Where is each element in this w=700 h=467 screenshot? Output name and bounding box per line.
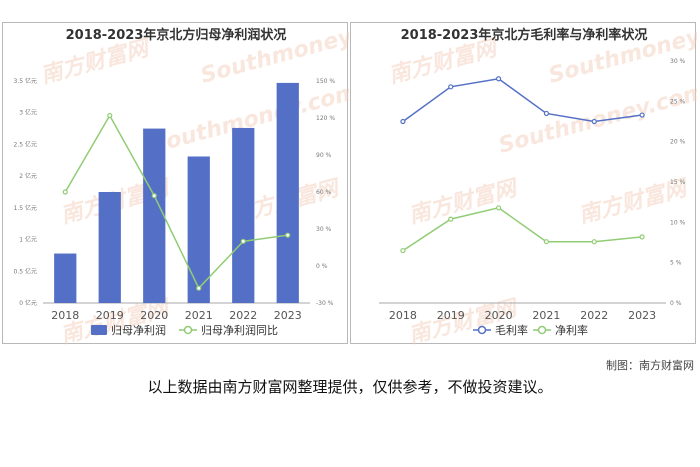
bar-2023 bbox=[276, 82, 299, 303]
x-tick-label: 2018 bbox=[389, 309, 417, 322]
series-line-0 bbox=[402, 77, 643, 123]
y-left-tick-label: 3.5 亿元 bbox=[14, 77, 37, 85]
net-profit-chart-panel: 南方财富网Southmoney.com南方财富网南方财富网Southmoney.… bbox=[2, 22, 349, 345]
y-left-tick-label: 2.5 亿元 bbox=[14, 140, 37, 148]
x-tick-label: 2021 bbox=[532, 309, 560, 322]
bar-2018 bbox=[54, 253, 77, 303]
y-right-tick-label: 120 % bbox=[316, 115, 335, 122]
series-0-point-2018 bbox=[400, 118, 406, 125]
x-tick-label: 2019 bbox=[96, 309, 124, 322]
y-right-tick-label: 10 % bbox=[670, 219, 686, 226]
margin-chart-panel: 南方财富网 Southmoney.com 南方财富网 南方财富网 Southmoney.… bbox=[350, 22, 697, 345]
x-tick-label: 2023 bbox=[274, 309, 302, 322]
bar-2022 bbox=[232, 127, 255, 304]
disclaimer-text: 以上数据由南方财富网整理提供，仅供参考，不做投资建议。 bbox=[147, 378, 553, 396]
watermark-text: Southmoney.com bbox=[496, 79, 697, 158]
x-tick-label: 2022 bbox=[229, 309, 257, 322]
series-1-point-2019 bbox=[448, 216, 454, 222]
y-right-tick-label: 0 % bbox=[316, 263, 328, 270]
series-1-point-2022 bbox=[591, 239, 597, 245]
series-1-point-2021 bbox=[543, 239, 550, 245]
series-0-point-2022 bbox=[591, 118, 597, 125]
watermark-text: 南方财富网 bbox=[406, 174, 522, 228]
legend-marker-0 bbox=[477, 325, 487, 335]
y-right-tick-label: 90 % bbox=[316, 152, 332, 159]
x-tick-label: 2020 bbox=[140, 309, 168, 322]
chart-credit: 制图：南方财富网 bbox=[606, 359, 694, 372]
series-0-point-2023 bbox=[639, 112, 645, 118]
x-tick-label: 2022 bbox=[580, 309, 608, 322]
legend-line-label: 归母净利润同比 bbox=[201, 323, 278, 337]
y-left-tick-label: 1.5 亿元 bbox=[14, 204, 37, 212]
series-0-point-2019 bbox=[448, 84, 454, 90]
growth-point-2018 bbox=[62, 189, 68, 195]
y-left-tick-label: 0.5 亿元 bbox=[14, 267, 37, 275]
y-left-tick-label: 2 亿元 bbox=[19, 172, 37, 180]
y-right-tick-label: 0 % bbox=[670, 300, 682, 307]
legend-bar-label: 归母净利润 bbox=[111, 323, 166, 337]
net-profit-chart: 南方财富网Southmoney.com南方财富网南方财富网Southmoney.… bbox=[14, 23, 349, 345]
growth-point-2023 bbox=[285, 232, 291, 238]
x-tick-label: 2019 bbox=[437, 309, 465, 322]
growth-point-2021 bbox=[196, 285, 202, 291]
series-1-point-2018 bbox=[400, 247, 406, 254]
legend-bar-swatch bbox=[91, 325, 107, 335]
series-0-point-2021 bbox=[543, 110, 550, 117]
bar-2021 bbox=[187, 156, 210, 303]
legend-label-1: 净利率 bbox=[555, 323, 588, 337]
series-0-point-2020 bbox=[495, 76, 502, 82]
growth-point-2022 bbox=[240, 238, 246, 244]
legend-label-0: 毛利率 bbox=[495, 323, 528, 337]
bar-2019 bbox=[98, 192, 121, 303]
chart-title: 2018-2023年京北方毛利率与净利率状况 bbox=[401, 27, 648, 43]
growth-point-2019 bbox=[107, 112, 113, 119]
y-right-tick-label: 150 % bbox=[316, 78, 335, 85]
x-tick-label: 2023 bbox=[628, 309, 656, 322]
bar-2020 bbox=[143, 128, 166, 303]
y-right-tick-label: 30 % bbox=[670, 58, 686, 65]
series-line-1 bbox=[402, 207, 643, 252]
series-1-point-2020 bbox=[495, 205, 502, 211]
chart-title: 2018-2023年京北方归母净利润状况 bbox=[66, 27, 287, 43]
x-tick-label: 2018 bbox=[51, 309, 79, 322]
legend-marker-1 bbox=[537, 325, 547, 335]
y-right-tick-label: 60 % bbox=[316, 189, 332, 196]
y-right-tick-label: 20 % bbox=[670, 139, 686, 146]
y-right-tick-label: 30 % bbox=[316, 226, 332, 233]
y-right-tick-label: 5 % bbox=[670, 260, 682, 267]
growth-point-2020 bbox=[151, 193, 157, 199]
y-right-tick-label: 25 % bbox=[670, 98, 686, 105]
series-1-point-2023 bbox=[639, 234, 645, 240]
growth-line bbox=[64, 114, 288, 290]
y-right-tick-label: 15 % bbox=[670, 179, 686, 186]
x-tick-label: 2021 bbox=[185, 309, 213, 322]
y-left-tick-label: 0 亿元 bbox=[19, 299, 37, 307]
y-right-tick-label: -30 % bbox=[316, 300, 334, 307]
x-tick-label: 2020 bbox=[485, 309, 513, 322]
y-left-tick-label: 1 亿元 bbox=[19, 236, 37, 244]
y-left-tick-label: 3 亿元 bbox=[19, 109, 37, 117]
legend-line-marker bbox=[183, 325, 193, 335]
